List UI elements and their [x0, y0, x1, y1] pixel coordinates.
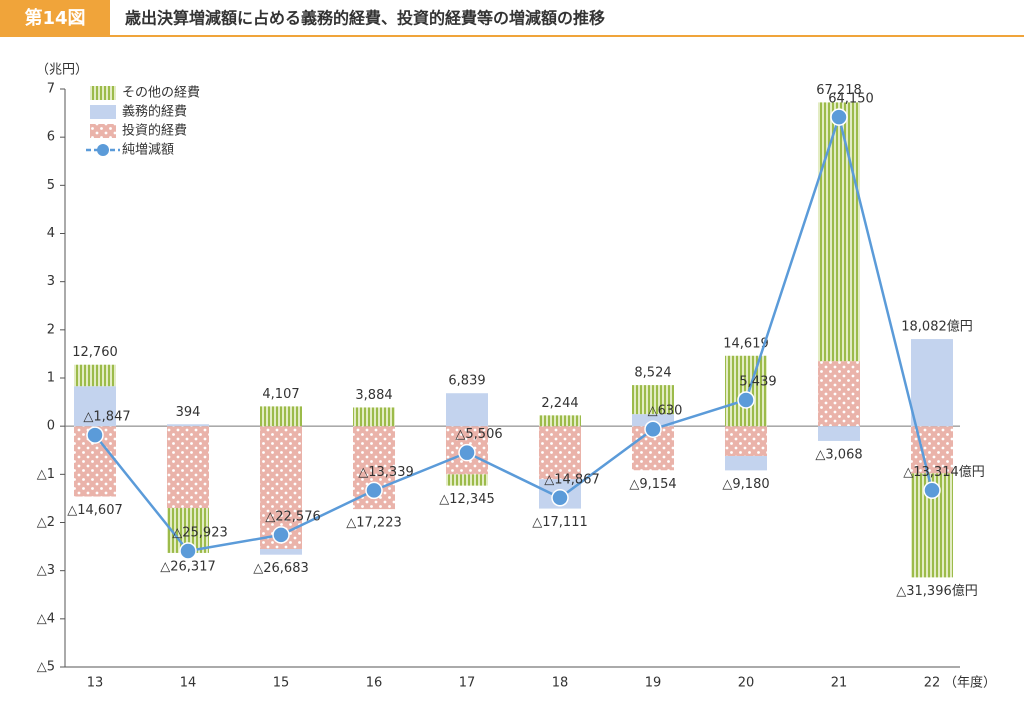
chart-title: 歳出決算増減額に占める義務的経費、投資的経費等の増減額の推移	[125, 9, 605, 28]
legend-label: 純増減額	[122, 142, 174, 158]
net-point	[365, 481, 383, 500]
bar-segment	[818, 426, 860, 441]
legend-dot	[97, 144, 109, 156]
x-tick-label: 16	[366, 676, 383, 691]
bar-segment	[725, 355, 767, 427]
negative-total-label: △14,607	[67, 503, 123, 518]
positive-total-label: 14,619	[723, 336, 769, 351]
y-tick-label: 5	[47, 178, 55, 193]
y-tick-label: 2	[47, 322, 55, 337]
net-value-label: △13,314億円	[903, 464, 985, 480]
net-value-label: △13,339	[358, 465, 414, 480]
negative-total-label: △12,345	[439, 492, 495, 507]
positive-total-label: 4,107	[262, 387, 299, 402]
net-value-label: △1,847	[83, 410, 130, 425]
x-tick-label: 21	[831, 676, 848, 691]
positive-total-label: 6,839	[448, 374, 485, 389]
bar-segment	[446, 393, 488, 427]
bar-segment	[539, 426, 581, 480]
negative-total-label: △17,223	[346, 516, 402, 531]
x-tick-label: 15	[273, 676, 290, 691]
legend-swatch	[90, 86, 116, 100]
x-tick-label: 17	[459, 676, 476, 691]
bar-segment	[260, 548, 302, 555]
positive-total-label: 18,082億円	[901, 319, 973, 335]
x-tick-label: 19	[645, 676, 662, 691]
net-value-label: △22,576	[265, 509, 321, 524]
net-point	[830, 108, 848, 126]
positive-total-label: 12,760	[72, 345, 118, 360]
net-value-label: 64,150	[828, 92, 874, 107]
net-point	[179, 542, 197, 560]
bar-segment	[167, 426, 209, 509]
bar-segment	[260, 406, 302, 427]
net-value-label: 5,439	[739, 374, 776, 389]
header-bg	[0, 0, 1024, 36]
y-tick-label: 1	[47, 371, 55, 386]
x-tick-label: 14	[180, 676, 197, 691]
figure-label-box	[0, 0, 110, 36]
negative-total-label: △26,683	[253, 561, 309, 576]
negative-total-label: △9,180	[722, 477, 769, 492]
net-point	[644, 420, 662, 438]
y-tick-label: △3	[37, 563, 55, 578]
y-tick-label: 6	[47, 130, 55, 145]
y-tick-label: △4	[37, 611, 55, 626]
y-tick-label: 3	[47, 274, 55, 289]
net-value-label: △5,506	[455, 427, 502, 442]
bar-segment	[725, 426, 767, 457]
net-point	[551, 489, 569, 507]
net-value-label: △25,923	[172, 526, 228, 541]
net-point	[86, 426, 104, 444]
legend-label: 義務的経費	[122, 104, 187, 120]
negative-total-label: △9,154	[629, 477, 676, 492]
x-unit: （年度）	[944, 675, 996, 691]
x-tick-label: 20	[738, 676, 755, 691]
negative-total-label: △26,317	[160, 559, 216, 574]
y-unit: （兆円）	[36, 63, 88, 78]
net-point	[272, 526, 290, 544]
bar-segment	[353, 407, 395, 427]
net-point	[923, 481, 941, 500]
figure-label: 第14図	[24, 7, 85, 29]
negative-total-label: △3,068	[815, 447, 862, 462]
y-tick-label: △1	[37, 467, 55, 482]
legend-label: 投資的経費	[122, 123, 187, 139]
legend-swatch	[90, 105, 116, 119]
bar-segment	[725, 456, 767, 471]
bar-segment	[74, 386, 116, 427]
bar-segment	[74, 364, 116, 387]
positive-total-label: 8,524	[634, 366, 671, 381]
positive-total-label: 394	[176, 405, 201, 420]
positive-total-label: 2,244	[541, 396, 578, 411]
y-tick-label: △2	[37, 515, 55, 530]
bar-segment	[911, 339, 953, 427]
net-point	[737, 391, 755, 409]
y-tick-label: 4	[47, 226, 55, 241]
x-tick-label: 18	[552, 676, 569, 691]
y-tick-label: △5	[37, 660, 55, 675]
net-value-label: △630	[648, 404, 683, 419]
bar-segment	[818, 361, 860, 427]
positive-total-label: 67,218	[816, 83, 862, 98]
bar-segment	[632, 385, 674, 415]
bar-segment	[167, 424, 209, 427]
legend-swatch	[90, 124, 116, 138]
y-tick-label: 7	[47, 82, 55, 97]
net-value-label: △14,867	[544, 472, 600, 487]
x-tick-label: 13	[87, 676, 104, 691]
y-tick-label: 0	[47, 419, 55, 434]
net-line	[94, 112, 934, 553]
bar-segment	[818, 102, 860, 362]
bar-segment	[446, 474, 488, 486]
negative-total-label: △31,396億円	[896, 583, 978, 599]
bar-segment	[632, 414, 674, 427]
bar-segment	[539, 415, 581, 427]
x-tick-label: 22	[924, 676, 941, 691]
positive-total-label: 3,884	[355, 388, 392, 403]
net-point	[458, 443, 476, 462]
negative-total-label: △17,111	[532, 515, 588, 530]
legend-label: その他の経費	[122, 86, 200, 101]
